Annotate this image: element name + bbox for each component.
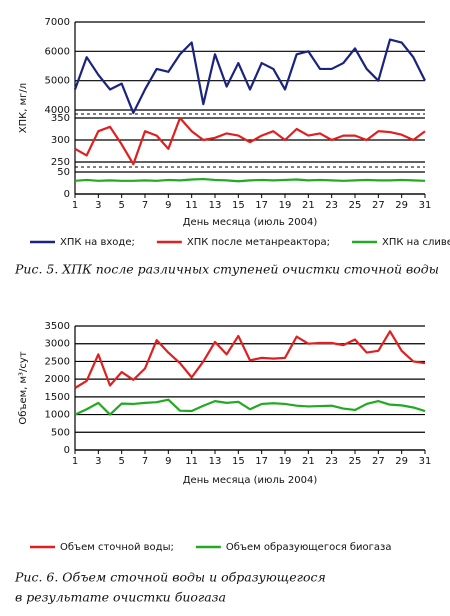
legend-label: Объем образующегося биогаза	[226, 542, 392, 553]
x-tick-label: 19	[279, 200, 292, 211]
y-tick-label: 2000	[45, 374, 70, 385]
x-tick-label: 3	[95, 200, 101, 211]
x-tick-label: 5	[118, 456, 124, 467]
x-tick-label: 9	[165, 200, 171, 211]
series-line	[74, 116, 426, 166]
x-tick-label: 7	[142, 200, 148, 211]
x-tick-label: 15	[232, 456, 245, 467]
y-tick-label: 4000	[45, 105, 70, 116]
x-tick-label: 27	[372, 456, 385, 467]
x-tick-label: 13	[209, 456, 222, 467]
y-tick-label: 500	[51, 427, 70, 438]
series-line	[74, 330, 426, 389]
series-line	[74, 398, 426, 416]
legend-label: ХПК на входе;	[60, 237, 135, 248]
legend-label: ХПК после метанреактора;	[187, 237, 330, 248]
x-tick-label: 21	[302, 200, 315, 211]
y-tick-label: 50	[57, 167, 70, 178]
x-axis-label: День месяца (июль 2004)	[183, 475, 318, 486]
y-tick-label: 0	[64, 189, 70, 200]
series-line	[73, 38, 426, 115]
y-axis-label: Объем, м³/сут	[18, 351, 29, 424]
x-tick-label: 29	[395, 456, 408, 467]
x-tick-label: 31	[419, 200, 432, 211]
y-tick-label: 300	[51, 135, 70, 146]
y-tick-label: 350	[51, 113, 70, 124]
y-axis-label: ХПК, мг/л	[18, 83, 29, 133]
x-tick-label: 5	[118, 200, 124, 211]
x-tick-label: 17	[255, 456, 268, 467]
x-tick-label: 11	[185, 200, 198, 211]
y-tick-label: 7000	[45, 17, 70, 28]
x-tick-label: 1	[72, 456, 78, 467]
x-tick-label: 25	[349, 200, 362, 211]
y-tick-label: 5000	[45, 76, 70, 87]
y-tick-label: 0	[64, 445, 70, 456]
caption: Рис. 6. Объем сточной воды и образующего…	[14, 570, 326, 585]
y-tick-label: 1000	[45, 410, 70, 421]
x-tick-label: 19	[279, 456, 292, 467]
x-tick-label: 11	[185, 456, 198, 467]
x-tick-label: 23	[325, 456, 338, 467]
x-axis-label: День месяца (июль 2004)	[183, 217, 318, 228]
y-tick-label: 1500	[45, 392, 70, 403]
x-tick-label: 29	[395, 200, 408, 211]
x-tick-label: 27	[372, 200, 385, 211]
caption: в результате очистки биогаза	[15, 590, 226, 605]
y-tick-label: 6000	[45, 46, 70, 57]
x-tick-label: 15	[232, 200, 245, 211]
y-tick-label: 3000	[45, 339, 70, 350]
x-tick-label: 3	[95, 456, 101, 467]
x-tick-label: 25	[349, 456, 362, 467]
x-tick-label: 21	[302, 456, 315, 467]
x-tick-label: 1	[72, 200, 78, 211]
x-tick-label: 17	[255, 200, 268, 211]
y-tick-label: 3500	[45, 321, 70, 332]
x-tick-label: 31	[419, 456, 432, 467]
x-tick-label: 7	[142, 456, 148, 467]
caption: Рис. 5. ХПК после различных ступеней очи…	[14, 262, 439, 277]
legend-label: ХПК на сливе	[382, 237, 450, 248]
x-tick-label: 13	[209, 200, 222, 211]
x-tick-label: 9	[165, 456, 171, 467]
series-line	[74, 177, 426, 183]
y-tick-label: 2500	[45, 356, 70, 367]
x-tick-label: 23	[325, 200, 338, 211]
y-tick-label: 250	[51, 157, 70, 168]
legend-label: Объем сточной воды;	[60, 542, 174, 553]
